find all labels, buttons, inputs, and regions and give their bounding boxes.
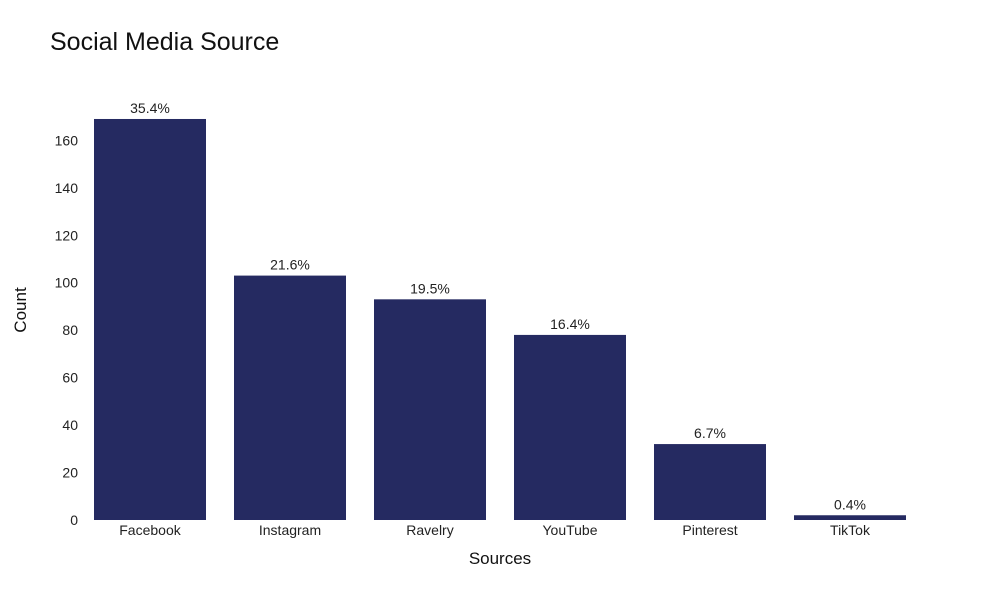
y-axis: 0 20 40 60 80 100 120 140 160: [55, 132, 79, 528]
bar-data-label: 16.4%: [550, 316, 590, 332]
bars: [94, 118, 906, 521]
bar-youtube: [514, 334, 626, 520]
y-tick-label: 60: [62, 370, 78, 386]
bar-instagram: [234, 275, 346, 520]
bar-data-labels: 35.4% 21.6% 19.5% 16.4% 6.7% 0.4%: [130, 100, 866, 512]
bar-data-label: 6.7%: [694, 425, 726, 441]
bar-data-label: 35.4%: [130, 100, 170, 116]
x-tick-label: Pinterest: [682, 522, 737, 538]
x-axis-label: Sources: [469, 549, 531, 568]
y-tick-label: 120: [55, 227, 79, 243]
chart-title: Social Media Source: [50, 28, 279, 56]
y-axis-label: Count: [11, 287, 30, 333]
y-tick-label: 160: [55, 132, 79, 148]
x-tick-label: Instagram: [259, 522, 321, 538]
y-tick-label: 140: [55, 180, 79, 196]
bar-data-label: 0.4%: [834, 496, 866, 512]
y-tick-label: 80: [62, 322, 78, 338]
bar-data-label: 21.6%: [270, 257, 310, 273]
y-tick-label: 40: [62, 417, 78, 433]
y-tick-label: 0: [70, 512, 78, 528]
bar-tiktok: [794, 515, 906, 520]
x-tick-label: Ravelry: [406, 522, 453, 538]
x-tick-label: Facebook: [119, 522, 181, 538]
x-tick-label: YouTube: [542, 522, 597, 538]
x-tick-label: TikTok: [830, 522, 871, 538]
bar-ravelry: [374, 299, 486, 520]
bar-facebook: [94, 118, 206, 521]
bar-pinterest: [654, 444, 766, 520]
y-tick-label: 20: [62, 465, 78, 481]
bar-data-label: 19.5%: [410, 280, 450, 296]
y-tick-label: 100: [55, 275, 79, 291]
x-axis: Facebook Instagram Ravelry YouTube Pinterest…: [119, 522, 871, 538]
